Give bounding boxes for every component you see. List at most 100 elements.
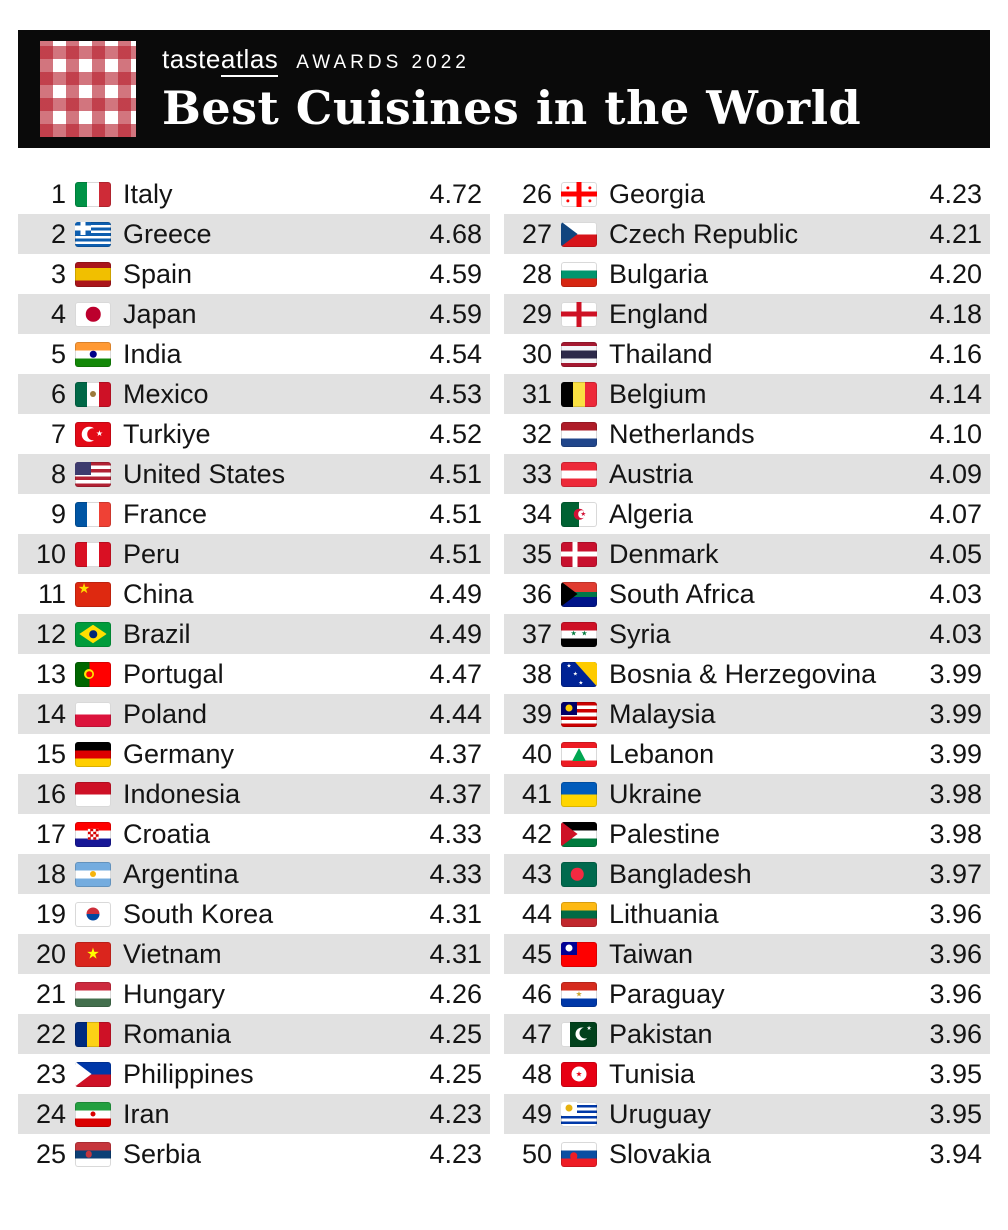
- score-cell: 4.53: [429, 378, 482, 409]
- country-name: Germany: [123, 738, 235, 769]
- table-row: 29 England 4.18: [504, 294, 990, 334]
- score-cell: 3.99: [929, 658, 982, 689]
- flag-icon-syria: ★ ★: [561, 621, 597, 647]
- table-row: 15 Germany 4.37: [18, 734, 490, 774]
- table-row: 34 ★ Algeria 4.07: [504, 494, 990, 534]
- score-cell: 3.94: [929, 1138, 982, 1169]
- country-name: Algeria: [609, 498, 694, 529]
- rank-cell: 43: [521, 858, 552, 889]
- score-cell: 3.95: [929, 1098, 982, 1129]
- awards-label: AWARDS 2022: [296, 52, 470, 74]
- table-row: 20 ★ Vietnam 4.31: [18, 934, 490, 974]
- country-name: Syria: [609, 618, 671, 649]
- rank-cell: 24: [35, 1098, 66, 1129]
- score-cell: 4.49: [429, 618, 482, 649]
- country-name: Vietnam: [123, 938, 222, 969]
- score-cell: 3.98: [929, 818, 982, 849]
- score-cell: 4.07: [929, 498, 982, 529]
- country-name: Peru: [123, 538, 181, 569]
- flag-icon-lebanon: [561, 741, 597, 767]
- flag-icon-croatia: [75, 821, 111, 847]
- country-name: Philippines: [123, 1058, 254, 1089]
- table-row: 47 ★ Pakistan 3.96: [504, 1014, 990, 1054]
- country-name: Mexico: [123, 378, 209, 409]
- score-cell: 4.47: [429, 658, 482, 689]
- rank-cell: 13: [35, 658, 66, 689]
- score-cell: 4.72: [429, 178, 482, 209]
- table-row: 6 Mexico 4.53: [18, 374, 490, 414]
- country-name: Bangladesh: [609, 858, 752, 889]
- score-cell: 4.31: [429, 938, 482, 969]
- score-cell: 3.97: [929, 858, 982, 889]
- score-cell: 3.99: [929, 698, 982, 729]
- rank-cell: 30: [521, 338, 552, 369]
- brand-atlas: atlas: [220, 44, 279, 78]
- score-cell: 4.05: [929, 538, 982, 569]
- rank-cell: 14: [35, 698, 66, 729]
- score-cell: 4.25: [429, 1018, 482, 1049]
- country-name: Serbia: [123, 1138, 202, 1169]
- score-cell: 3.98: [929, 778, 982, 809]
- table-row: 12 Brazil 4.49: [18, 614, 490, 654]
- table-row: 43 Bangladesh 3.97: [504, 854, 990, 894]
- flag-icon-portugal: [75, 661, 111, 687]
- table-row: 7 ★ Turkiye 4.52: [18, 414, 490, 454]
- rank-cell: 19: [35, 898, 66, 929]
- table-row: 19 South Korea 4.31: [18, 894, 490, 934]
- flag-icon-romania: [75, 1021, 111, 1047]
- score-cell: 4.09: [929, 458, 982, 489]
- flag-icon-france: [75, 501, 111, 527]
- score-cell: 4.54: [429, 338, 482, 369]
- table-row: 46 ★ Paraguay 3.96: [504, 974, 990, 1014]
- score-cell: 4.51: [429, 498, 482, 529]
- score-cell: 4.20: [929, 258, 982, 289]
- table-row: 28 Bulgaria 4.20: [504, 254, 990, 294]
- flag-icon-lithuania: [561, 901, 597, 927]
- flag-icon-tunisia: ★: [561, 1061, 597, 1087]
- table-row: 38 ★ ★ ★ Bosnia & Herzegovina 3.99: [504, 654, 990, 694]
- brand-row: tasteatlas AWARDS 2022: [162, 44, 861, 78]
- flag-icon-argentina: [75, 861, 111, 887]
- score-cell: 4.51: [429, 538, 482, 569]
- rank-cell: 4: [50, 298, 66, 329]
- table-row: 48 ★ Tunisia 3.95: [504, 1054, 990, 1094]
- country-name: Spain: [123, 258, 193, 289]
- flag-icon-vietnam: ★: [75, 941, 111, 967]
- table-row: 32 Netherlands 4.10: [504, 414, 990, 454]
- table-row: 40 Lebanon 3.99: [504, 734, 990, 774]
- flag-icon-bangladesh: [561, 861, 597, 887]
- score-cell: 4.23: [929, 178, 982, 209]
- table-row: 14 Poland 4.44: [18, 694, 490, 734]
- flag-icon-bosnia-herzegovina: ★ ★ ★: [561, 661, 597, 687]
- table-row: 16 Indonesia 4.37: [18, 774, 490, 814]
- rank-cell: 10: [35, 538, 66, 569]
- flag-icon-greece: [75, 221, 111, 247]
- score-cell: 4.14: [929, 378, 982, 409]
- country-name: South Korea: [123, 898, 274, 929]
- country-name: France: [123, 498, 208, 529]
- score-cell: 4.44: [429, 698, 482, 729]
- brand-wordmark: tasteatlas: [162, 44, 279, 78]
- rank-cell: 33: [521, 458, 552, 489]
- rank-cell: 22: [35, 1018, 66, 1049]
- rank-cell: 6: [50, 378, 66, 409]
- country-name: Brazil: [123, 618, 191, 649]
- score-cell: 4.18: [929, 298, 982, 329]
- flag-icon-south-korea: [75, 901, 111, 927]
- rank-cell: 17: [35, 818, 66, 849]
- rank-cell: 15: [35, 738, 66, 769]
- score-cell: 4.59: [429, 258, 482, 289]
- rank-cell: 47: [521, 1018, 552, 1049]
- rank-cell: 8: [50, 458, 66, 489]
- table-row: 41 Ukraine 3.98: [504, 774, 990, 814]
- rank-cell: 49: [521, 1098, 552, 1129]
- table-row: 26 Georgia 4.23: [504, 174, 990, 214]
- country-name: Palestine: [609, 818, 721, 849]
- country-name: Italy: [123, 178, 173, 209]
- flag-icon-thailand: [561, 341, 597, 367]
- header-text-block: tasteatlas AWARDS 2022 Best Cuisines in …: [162, 44, 861, 134]
- rank-cell: 45: [521, 938, 552, 969]
- flag-icon-united-states: [75, 461, 111, 487]
- flag-icon-india: [75, 341, 111, 367]
- table-row: 37 ★ ★ Syria 4.03: [504, 614, 990, 654]
